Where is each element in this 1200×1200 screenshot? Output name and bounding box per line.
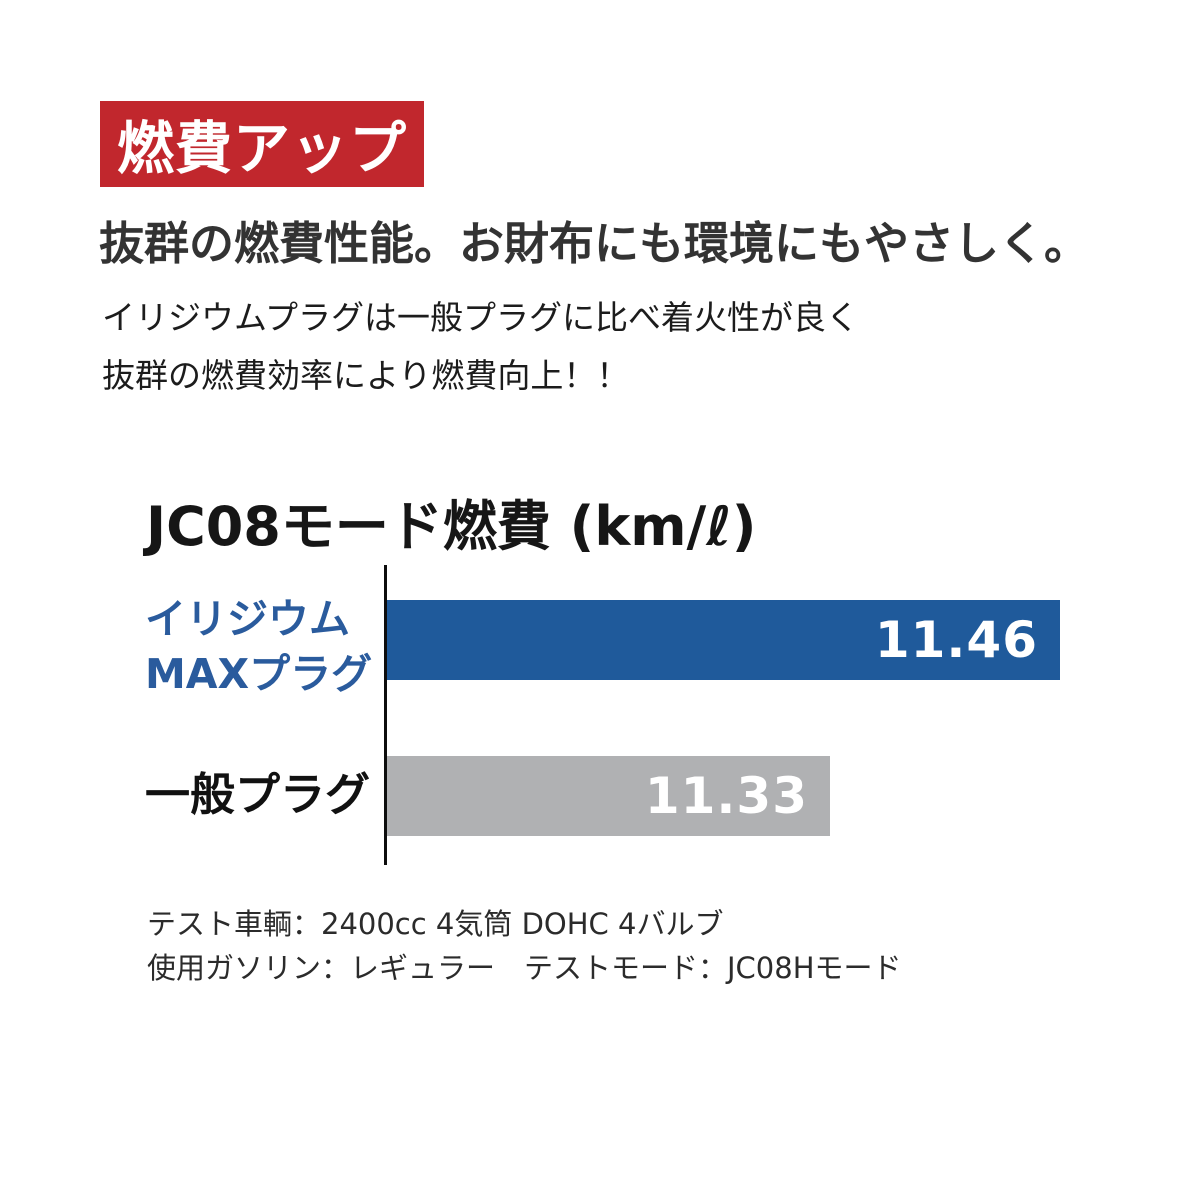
bar-label-iridium-max-plug: イリジウム MAXプラグ <box>145 595 373 698</box>
bar-value-iridium-max-plug: 11.46 <box>874 611 1038 669</box>
footnote-test-vehicle: テスト車輌：2400cc 4気筒 DOHC 4バルブ <box>147 907 724 941</box>
headline: 抜群の燃費性能。お財布にも環境にもやさしく。 <box>99 217 1090 270</box>
bar-iridium-max-plug: 11.46 <box>387 600 1060 680</box>
description-line-2: 抜群の燃費効率により燃費向上！！ <box>102 356 630 395</box>
description-line-1: イリジウムプラグは一般プラグに比べ着火性が良く <box>102 298 860 337</box>
chart-title: JC08モード燃費 (km/ℓ) <box>146 495 757 558</box>
bar-value-standard-plug: 11.33 <box>644 767 808 825</box>
fuel-up-badge: 燃費アップ <box>100 101 424 187</box>
footnote-fuel-and-mode: 使用ガソリン：レギュラー テストモード：JC08Hモード <box>147 951 902 985</box>
bar-label-standard-plug: 一般プラグ <box>145 768 371 821</box>
bar-standard-plug: 11.33 <box>387 756 830 836</box>
fuel-up-badge-label: 燃費アップ <box>117 116 407 182</box>
chart-axis-line <box>384 565 387 865</box>
